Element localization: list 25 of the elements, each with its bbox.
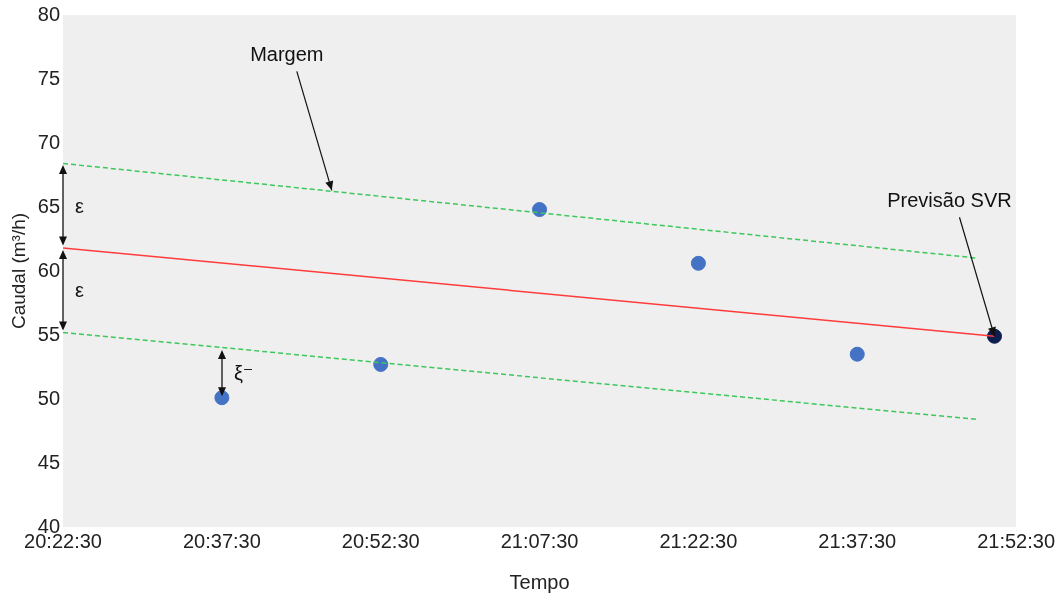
x-axis-title: Tempo	[509, 570, 570, 593]
x-tick-label: 20:37:30	[182, 529, 261, 552]
y-tick-label: 60	[37, 258, 61, 281]
y-tick-label: 55	[37, 322, 61, 345]
annotation: Previsão SVR	[887, 188, 1012, 211]
annotation: ε	[75, 278, 84, 303]
y-tick-label: 75	[37, 66, 61, 89]
x-tick-label: 21:07:30	[500, 529, 579, 552]
y-tick-label: 80	[37, 2, 61, 25]
annotation: ε	[75, 193, 84, 218]
annotation: ξ⁻	[233, 360, 254, 385]
point	[690, 255, 706, 271]
x-tick-label: 20:52:30	[341, 529, 420, 552]
x-tick-label: 21:22:30	[659, 529, 738, 552]
point	[214, 390, 230, 406]
point	[532, 202, 548, 218]
x-tick-label: 21:37:30	[818, 529, 897, 552]
y-tick-label: 45	[37, 450, 61, 473]
point	[849, 346, 865, 362]
annotation: Margem	[250, 42, 324, 65]
y-axis-title: Caudal (m³/h)	[7, 212, 29, 330]
y-tick-label: 70	[37, 130, 61, 153]
y-tick-label: 65	[37, 194, 61, 217]
x-tick-label: 21:52:30	[977, 529, 1055, 552]
y-tick-label: 50	[37, 386, 61, 409]
